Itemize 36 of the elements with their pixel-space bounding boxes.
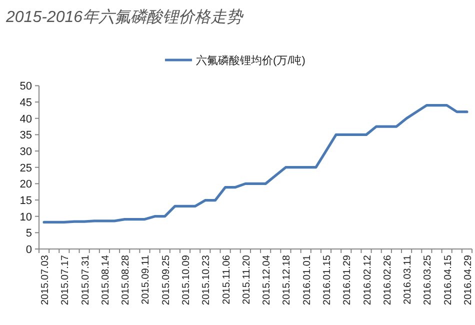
y-tick-label: 25 (20, 162, 32, 174)
x-tick-label: 2015.11.20 (241, 254, 252, 304)
y-tick-label: 20 (20, 178, 32, 191)
x-tick-label: 2016.02.12 (362, 254, 374, 306)
x-tick-label: 2015.07.17 (60, 254, 72, 306)
y-tick-label: 30 (20, 146, 32, 158)
y-tick-label: 35 (20, 130, 32, 142)
x-tick-label: 2016.01.29 (342, 254, 354, 306)
legend-label: 六氟磷酸锂均价(万/吨) (196, 54, 306, 67)
x-tick-label: 2015.09.11 (140, 254, 152, 304)
x-tick-label: 2016.02.26 (382, 254, 394, 306)
x-tick-label: 2015.10.09 (181, 254, 192, 306)
y-tick-label: 45 (20, 97, 32, 110)
x-tick-label: 2016.04.29 (462, 254, 474, 306)
y-tick-label: 15 (20, 195, 32, 208)
y-tick-label: 5 (26, 228, 32, 240)
x-tick-label: 2015.11.06 (221, 254, 232, 304)
chart-title: 2015-2016年六氟磷酸锂价格走势 (5, 8, 245, 26)
x-tick-label: 2015.08.28 (120, 254, 132, 306)
x-tick-label: 2015.07.31 (80, 254, 92, 306)
x-tick-label: 2016.04.15 (442, 254, 454, 306)
x-tick-label: 2015.10.23 (201, 254, 212, 306)
x-tick-label: 2015.08.14 (100, 254, 112, 306)
y-tick-label: 0 (26, 244, 32, 256)
y-tick-label: 10 (20, 211, 32, 224)
line-series (42, 104, 468, 224)
x-tick-label: 2015.12.04 (262, 254, 273, 306)
x-tick-label: 2016.03.11 (402, 254, 414, 304)
x-tick-label: 2015.12.18 (282, 254, 293, 306)
x-tick-label: 2016.01.15 (322, 254, 333, 306)
x-tick-label: 2016.01.01 (302, 254, 313, 306)
x-tick-label: 2015.07.03 (40, 254, 52, 306)
y-tick-label: 40 (20, 113, 32, 126)
x-tick-label: 2016.03.25 (422, 254, 434, 306)
y-tick-label: 50 (20, 80, 32, 93)
x-tick-label: 2015.09.25 (160, 254, 172, 306)
